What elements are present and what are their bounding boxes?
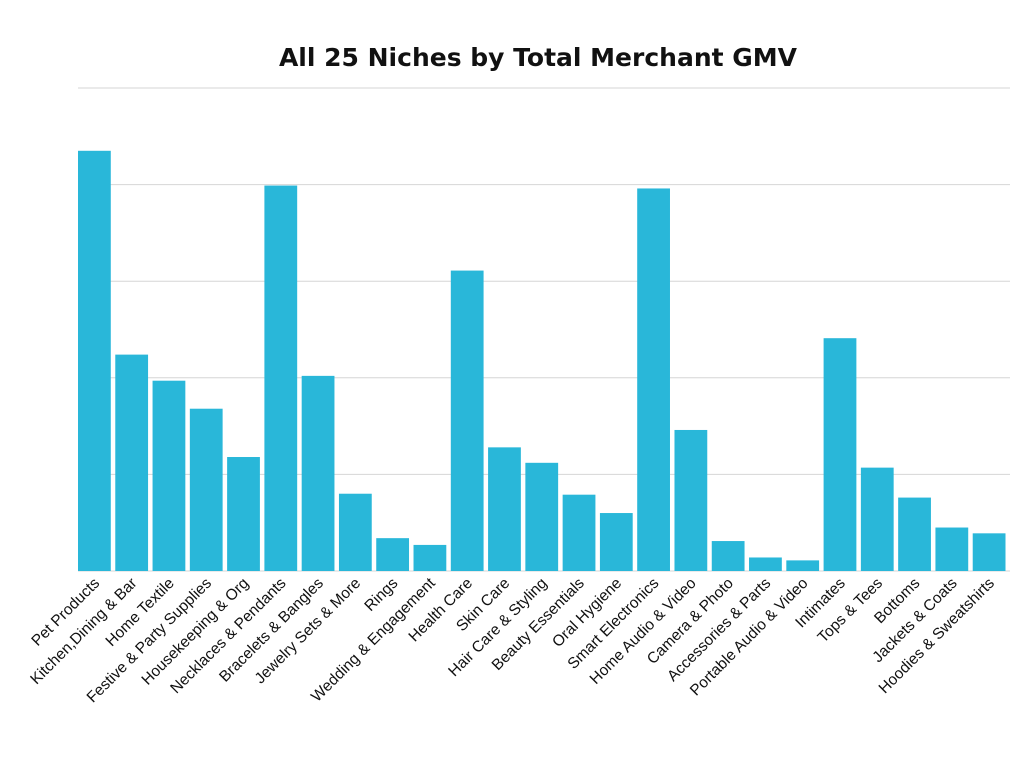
bar-necklaces-pendants (264, 185, 298, 572)
bar-oral-hygiene (599, 513, 633, 571)
bar-rings (376, 538, 410, 571)
bar-jackets-coats (935, 527, 969, 571)
bar-wedding-engagement (413, 544, 447, 571)
bar-intimates (823, 338, 857, 571)
bar-housekeeping-org (227, 457, 260, 571)
bar-skin-care (488, 447, 521, 571)
bar-festive-party-supplies (189, 408, 223, 571)
bar-beauty-essentials (562, 494, 596, 571)
bar-tops-tees (860, 467, 894, 571)
bar-camera-photo (711, 541, 745, 571)
bar-bottoms (898, 497, 931, 571)
bar-home-audio-video (674, 429, 708, 571)
bar-jewelry-sets-more (338, 493, 372, 571)
bar-kitchen-dining-bar (115, 354, 149, 571)
bar-accessories-parts (749, 557, 782, 571)
bar-home-textile (152, 380, 186, 571)
bar-bracelets-bangles (301, 375, 335, 571)
chart-title: All 25 Niches by Total Merchant GMV (279, 43, 798, 72)
bar-pet-products (78, 150, 111, 572)
bar-portable-audio-video (786, 560, 820, 571)
bar-health-care (450, 270, 484, 571)
bar-hair-care-styling (525, 462, 559, 571)
bar-hoodies-sweatshirts (972, 533, 1006, 571)
bars (78, 150, 1006, 572)
bar-smart-electronics (637, 188, 670, 572)
